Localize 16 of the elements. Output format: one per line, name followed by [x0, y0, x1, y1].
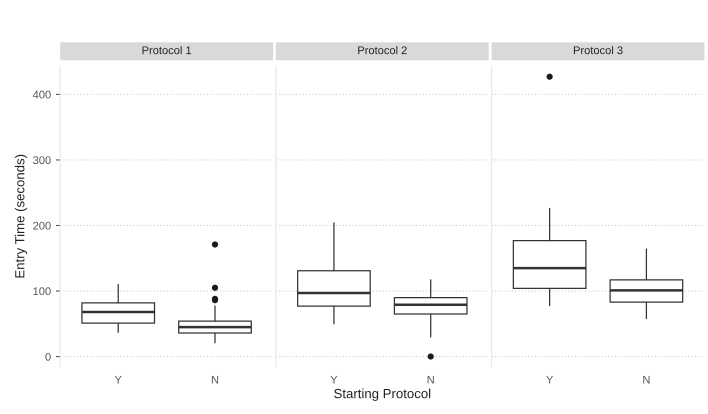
y-tick-label: 300: [33, 156, 51, 164]
y-tick-label: 400: [32, 90, 51, 99]
x-tick-label: N: [643, 376, 650, 384]
chart-title: Protocol 1: [142, 46, 192, 54]
y-tick-label: 100: [33, 287, 51, 296]
chart-title: Protocol 3: [574, 46, 623, 54]
x-tick-label: N: [428, 376, 434, 384]
y-tick-label: 0: [45, 352, 51, 361]
x-axis-title: Starting Protocol: [334, 388, 430, 401]
y-tick-label: 200: [33, 222, 51, 230]
y-axis-title: Entry Time (seconds): [14, 154, 28, 278]
x-tick-label: N: [212, 376, 218, 384]
x-tick-label: Y: [114, 376, 122, 384]
x-tick-label: Y: [330, 376, 338, 384]
x-tick-label: Y: [546, 376, 554, 384]
chart-title: Protocol 2: [358, 46, 407, 54]
